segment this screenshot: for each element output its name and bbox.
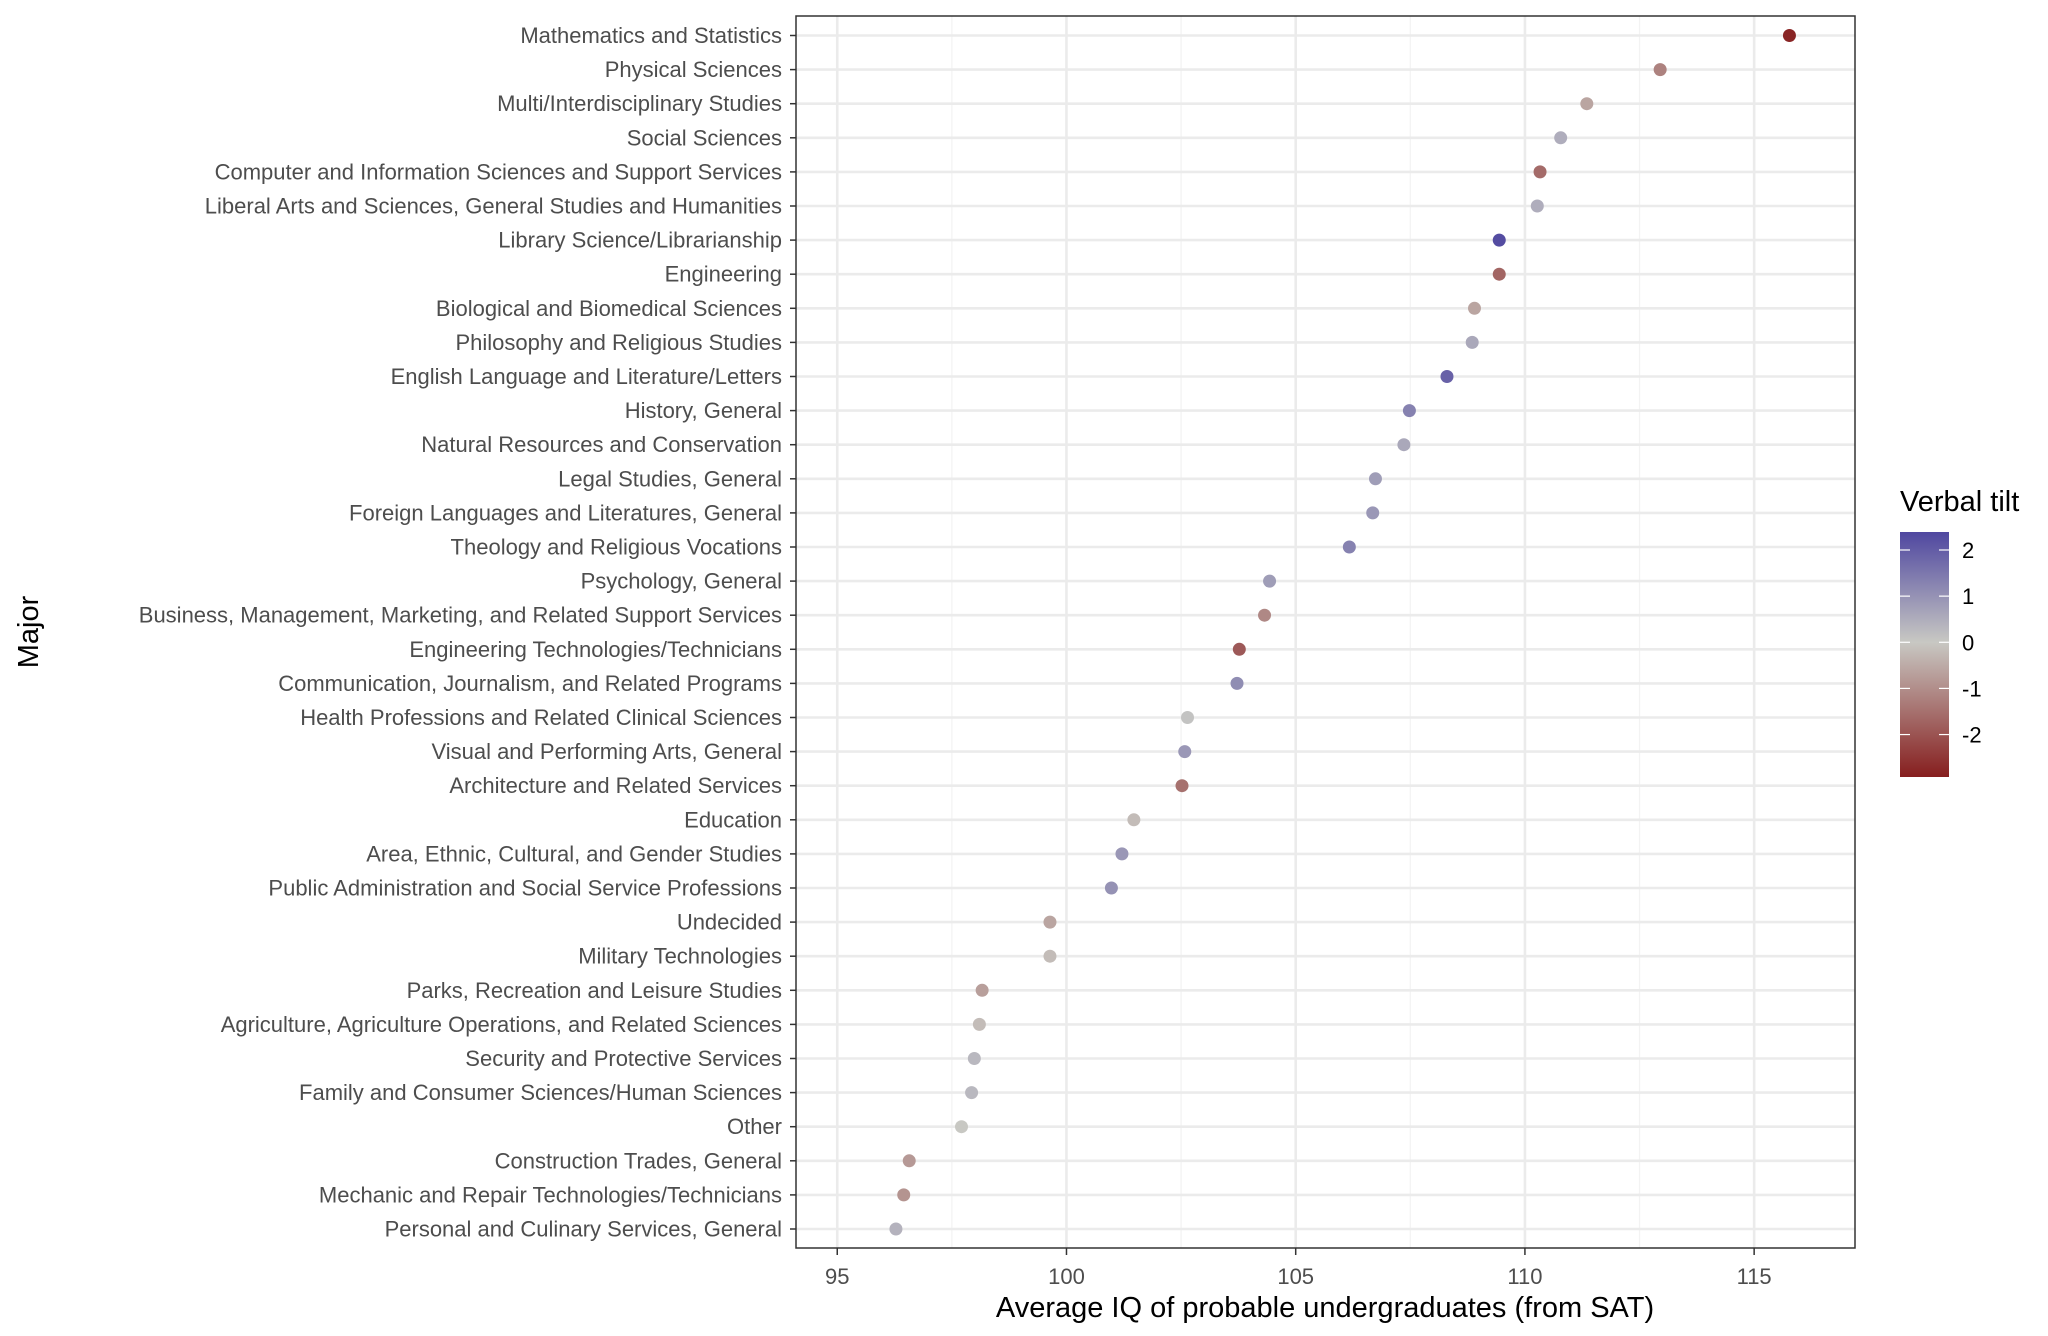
data-point <box>889 1222 903 1236</box>
data-point <box>1465 335 1479 349</box>
y-tick-label: Biological and Biomedical Sciences <box>436 296 782 321</box>
y-tick-label: Construction Trades, General <box>495 1148 782 1173</box>
data-point <box>972 1017 986 1031</box>
data-point <box>1178 745 1192 759</box>
y-tick-label: Physical Sciences <box>605 57 782 82</box>
y-axis-title: Major <box>13 595 45 668</box>
y-tick-label: Foreign Languages and Literatures, Gener… <box>349 500 782 525</box>
data-point <box>1554 131 1568 145</box>
y-tick-label: Health Professions and Related Clinical … <box>300 705 782 730</box>
y-tick-label: Computer and Information Sciences and Su… <box>215 159 782 184</box>
data-point <box>1127 813 1141 827</box>
gridlines <box>796 16 1855 1248</box>
data-point <box>954 1120 968 1134</box>
data-point <box>1232 642 1246 656</box>
data-point <box>1258 608 1272 622</box>
data-point <box>1115 847 1129 861</box>
data-point <box>1533 165 1547 179</box>
legend-title: Verbal tilt <box>1900 486 2019 518</box>
y-tick-label: Other <box>727 1114 782 1139</box>
data-point <box>1492 233 1506 247</box>
y-tick-label: Social Sciences <box>627 125 782 150</box>
y-tick-label: Liberal Arts and Sciences, General Studi… <box>205 194 782 219</box>
data-point <box>1366 506 1380 520</box>
data-point <box>1440 370 1454 383</box>
y-tick-label: Legal Studies, General <box>558 466 782 491</box>
data-point <box>1175 779 1189 793</box>
data-point <box>1230 676 1244 690</box>
data-point <box>1104 881 1118 895</box>
y-tick-label: Mathematics and Statistics <box>520 23 782 48</box>
y-tick-label: Military Technologies <box>578 944 782 969</box>
data-point <box>1467 301 1481 315</box>
data-point <box>902 1154 916 1168</box>
x-tick-label: 110 <box>1507 1264 1542 1289</box>
legend-tick-label: -2 <box>1962 723 1982 748</box>
data-point <box>967 1052 981 1065</box>
y-tick-label: Agriculture, Agriculture Operations, and… <box>221 1012 782 1037</box>
y-tick-label: Communication, Journalism, and Related P… <box>278 671 782 696</box>
legend-tick-label: 1 <box>1962 584 1974 609</box>
data-point <box>1263 574 1277 588</box>
y-tick-label: Architecture and Related Services <box>449 773 782 798</box>
data-points <box>889 29 1796 1236</box>
y-tick-label: Engineering Technologies/Technicians <box>409 637 782 662</box>
legend-tick-label: -1 <box>1962 676 1982 701</box>
color-legend: Verbal tilt 2 1 0 -1 -2 <box>1900 486 2019 777</box>
y-tick-label: Psychology, General <box>581 569 782 594</box>
y-tick-label: Business, Management, Marketing, and Rel… <box>139 603 782 628</box>
data-point <box>1580 97 1594 111</box>
y-tick-label: Natural Resources and Conservation <box>421 432 782 457</box>
y-tick-label: Parks, Recreation and Leisure Studies <box>407 978 782 1003</box>
y-tick-label: Mechanic and Repair Technologies/Technic… <box>319 1182 782 1207</box>
data-point <box>1397 438 1411 452</box>
y-tick-label: Family and Consumer Sciences/Human Scien… <box>299 1080 782 1105</box>
x-axis-title: Average IQ of probable undergraduates (f… <box>996 1292 1654 1324</box>
data-point <box>975 983 989 997</box>
x-tick-label: 100 <box>1048 1264 1085 1289</box>
y-tick-label: Public Administration and Social Service… <box>268 876 782 901</box>
plot-background <box>796 16 1855 1248</box>
x-tick-label: 115 <box>1737 1264 1772 1289</box>
y-tick-label: Library Science/Librarianship <box>498 228 782 253</box>
x-tick-label: 95 <box>825 1264 849 1289</box>
data-point <box>1653 63 1667 77</box>
y-tick-label: Theology and Religious Vocations <box>451 535 782 560</box>
y-tick-label: Multi/Interdisciplinary Studies <box>497 91 782 116</box>
data-point <box>1342 540 1356 554</box>
x-tick-label: 105 <box>1277 1264 1314 1289</box>
data-point <box>1492 267 1506 281</box>
data-point <box>897 1188 911 1202</box>
y-tick-labels: Mathematics and Statistics Physical Scien… <box>139 23 796 1242</box>
y-tick-label: Area, Ethnic, Cultural, and Gender Studi… <box>366 841 782 866</box>
data-point <box>1043 949 1057 963</box>
y-tick-label: Engineering <box>665 262 782 287</box>
plot-panel-border <box>795 15 1856 1249</box>
data-point <box>1181 711 1195 724</box>
y-tick-label: Security and Protective Services <box>465 1046 782 1071</box>
y-tick-label: Undecided <box>677 910 782 935</box>
y-tick-label: Personal and Culinary Services, General <box>385 1217 782 1242</box>
data-point <box>1368 472 1382 486</box>
y-tick-label: Visual and Performing Arts, General <box>431 739 782 764</box>
x-axis: 95 100 105 110 115 <box>825 1248 1772 1289</box>
data-point <box>1530 199 1544 213</box>
legend-colorbar <box>1900 532 1949 777</box>
legend-tick-label: 2 <box>1962 538 1974 563</box>
y-tick-label: History, General <box>625 398 782 423</box>
y-tick-label: Philosophy and Religious Studies <box>455 330 782 355</box>
data-point <box>1782 29 1796 42</box>
data-point <box>1402 404 1416 418</box>
y-tick-label: Education <box>684 807 782 832</box>
data-point <box>965 1086 979 1100</box>
y-tick-label: English Language and Literature/Letters <box>391 364 782 389</box>
legend-tick-label: 0 <box>1962 630 1974 655</box>
data-point <box>1043 915 1057 929</box>
